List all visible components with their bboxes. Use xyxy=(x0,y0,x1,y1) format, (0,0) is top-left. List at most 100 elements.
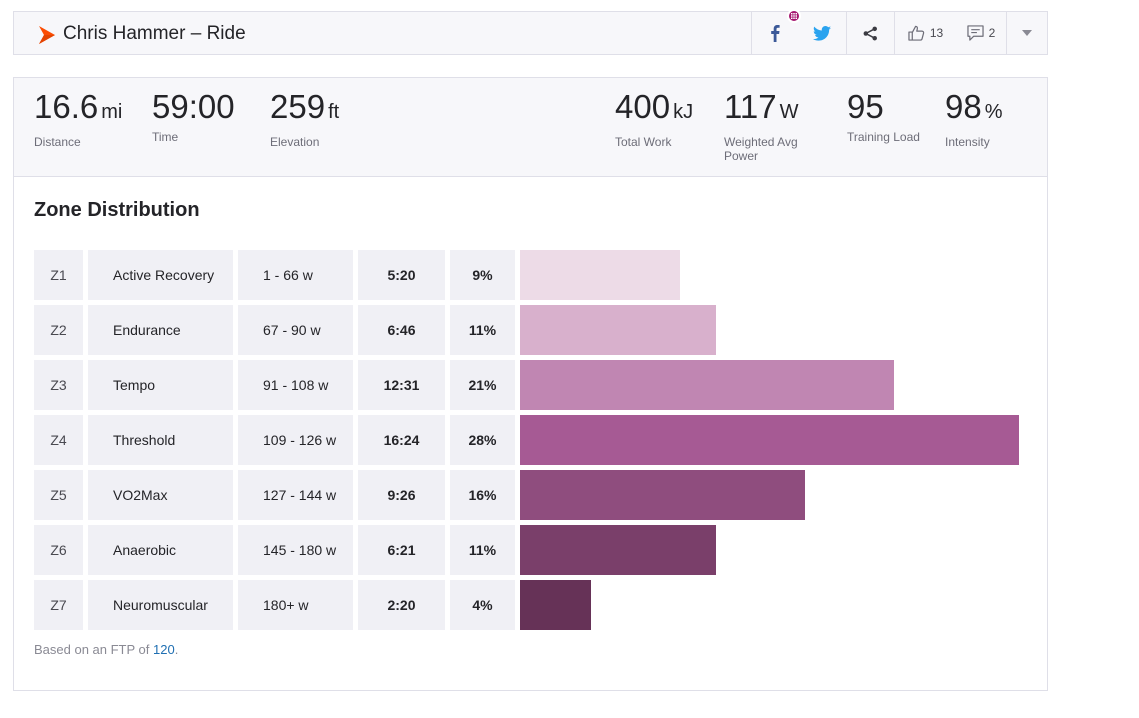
kudos-button[interactable]: 13 xyxy=(894,12,956,54)
stat-elevation: 259 ft Elevation xyxy=(270,88,339,149)
stat-label: Time xyxy=(152,130,179,144)
zone-time: 9:26 xyxy=(358,470,445,520)
zone-time: 6:46 xyxy=(358,305,445,355)
zone-time: 2:20 xyxy=(358,580,445,630)
zone-row-z3: Z3 Tempo 91 - 108 w 12:31 21% xyxy=(34,360,1034,410)
zone-time: 12:31 xyxy=(358,360,445,410)
zone-name: Anaerobic xyxy=(88,525,233,575)
zone-distribution-title: Zone Distribution xyxy=(34,199,200,221)
stat-unit: W xyxy=(779,101,799,123)
stat-value: 259 xyxy=(270,88,326,125)
zone-row-z2: Z2 Endurance 67 - 90 w 6:46 11% xyxy=(34,305,1034,355)
zone-range: 127 - 144 w xyxy=(238,470,353,520)
stat-label: Training Load xyxy=(847,130,920,144)
share-button[interactable] xyxy=(846,12,894,54)
stat-label: Distance xyxy=(34,135,81,149)
more-options-button[interactable] xyxy=(1006,12,1047,54)
chevron-down-icon xyxy=(1022,30,1032,36)
zone-range: 67 - 90 w xyxy=(238,305,353,355)
stat-label: Elevation xyxy=(270,135,320,149)
zone-range: 109 - 126 w xyxy=(238,415,353,465)
stat-value: 98 xyxy=(945,88,982,125)
stat-label: Weighted Avg Power xyxy=(724,135,798,163)
twitter-share-button[interactable] xyxy=(798,12,846,54)
zone-range: 91 - 108 w xyxy=(238,360,353,410)
zone-bar xyxy=(520,470,805,520)
stat-label: Total Work xyxy=(615,135,672,149)
zone-percent: 21% xyxy=(450,360,515,410)
stat-unit: % xyxy=(984,101,1003,123)
zone-id: Z5 xyxy=(34,470,83,520)
ftp-value-link[interactable]: 120 xyxy=(153,642,175,657)
zone-name: Threshold xyxy=(88,415,233,465)
zone-row-z4: Z4 Threshold 109 - 126 w 16:24 28% xyxy=(34,415,1034,465)
zone-row-z6: Z6 Anaerobic 145 - 180 w 6:21 11% xyxy=(34,525,1034,575)
zone-time: 16:24 xyxy=(358,415,445,465)
zone-percent: 4% xyxy=(450,580,515,630)
stat-total-work: 400 kJ Total Work xyxy=(615,88,693,149)
zone-bar xyxy=(520,525,716,575)
zone-distribution-panel: Zone Distribution Z1 Active Recovery 1 - 6… xyxy=(13,177,1048,691)
zone-row-z1: Z1 Active Recovery 1 - 66 w 5:20 9% xyxy=(34,250,1034,300)
grid-dots-icon xyxy=(791,13,797,19)
zone-percent: 11% xyxy=(450,305,515,355)
strava-logo-icon xyxy=(39,26,55,44)
stat-intensity: 98% Intensity xyxy=(945,88,1003,149)
zone-row-z7: Z7 Neuromuscular 180+ w 2:20 4% xyxy=(34,580,1034,630)
kudos-count: 13 xyxy=(929,26,944,40)
zone-id: Z6 xyxy=(34,525,83,575)
twitter-icon xyxy=(813,25,831,41)
zone-name: VO2Max xyxy=(88,470,233,520)
zone-percent: 9% xyxy=(450,250,515,300)
zone-name: Endurance xyxy=(88,305,233,355)
stat-time: 59:00 Time xyxy=(152,88,235,144)
zone-id: Z1 xyxy=(34,250,83,300)
zone-time: 6:21 xyxy=(358,525,445,575)
zone-range: 1 - 66 w xyxy=(238,250,353,300)
footnote-suffix: . xyxy=(174,642,179,657)
zone-bar xyxy=(520,580,591,630)
stat-value: 59:00 xyxy=(152,88,235,125)
activity-stats: 16.6 mi Distance 59:00 Time 259 ft Elevati… xyxy=(13,77,1048,177)
zone-name: Tempo xyxy=(88,360,233,410)
header-actions: 13 2 xyxy=(751,9,1047,54)
zone-row-z5: Z5 VO2Max 127 - 144 w 9:26 16% xyxy=(34,470,1034,520)
zone-id: Z2 xyxy=(34,305,83,355)
zone-percent: 16% xyxy=(450,470,515,520)
footnote-prefix: Based on an FTP of xyxy=(34,642,150,657)
zone-bar xyxy=(520,415,1019,465)
share-icon xyxy=(863,26,877,40)
thumbs-up-icon xyxy=(908,25,925,41)
stat-unit: kJ xyxy=(673,101,694,123)
zone-id: Z4 xyxy=(34,415,83,465)
zone-name: Active Recovery xyxy=(88,250,233,300)
stat-value: 117 xyxy=(724,88,777,125)
zone-bar xyxy=(520,250,680,300)
zone-percent: 28% xyxy=(450,415,515,465)
zone-name: Neuromuscular xyxy=(88,580,233,630)
comments-count: 2 xyxy=(988,26,996,40)
zone-bar xyxy=(520,360,894,410)
comments-button[interactable]: 2 xyxy=(956,12,1006,54)
stat-value: 16.6 xyxy=(34,88,99,125)
zone-range: 180+ w xyxy=(238,580,353,630)
zone-range: 145 - 180 w xyxy=(238,525,353,575)
stat-value: 400 xyxy=(615,88,671,125)
notification-badge xyxy=(787,9,801,23)
zone-id: Z7 xyxy=(34,580,83,630)
facebook-icon xyxy=(771,25,780,42)
activity-header: Chris Hammer – Ride xyxy=(13,9,1048,55)
zone-percent: 11% xyxy=(450,525,515,575)
zone-time: 5:20 xyxy=(358,250,445,300)
ftp-footnote: Based on an FTP of 120. xyxy=(34,642,178,657)
zone-id: Z3 xyxy=(34,360,83,410)
stat-label: Intensity xyxy=(945,135,990,149)
stat-weighted-avg-power: 117 W Weighted Avg Power xyxy=(724,88,824,163)
stat-value: 95 xyxy=(847,88,884,125)
stat-unit: ft xyxy=(328,101,340,123)
activity-title: Chris Hammer – Ride xyxy=(63,23,246,44)
zone-bar xyxy=(520,305,716,355)
facebook-share-button[interactable] xyxy=(751,9,801,54)
stat-unit: mi xyxy=(101,101,123,123)
stat-training-load: 95 Training Load xyxy=(847,88,920,144)
